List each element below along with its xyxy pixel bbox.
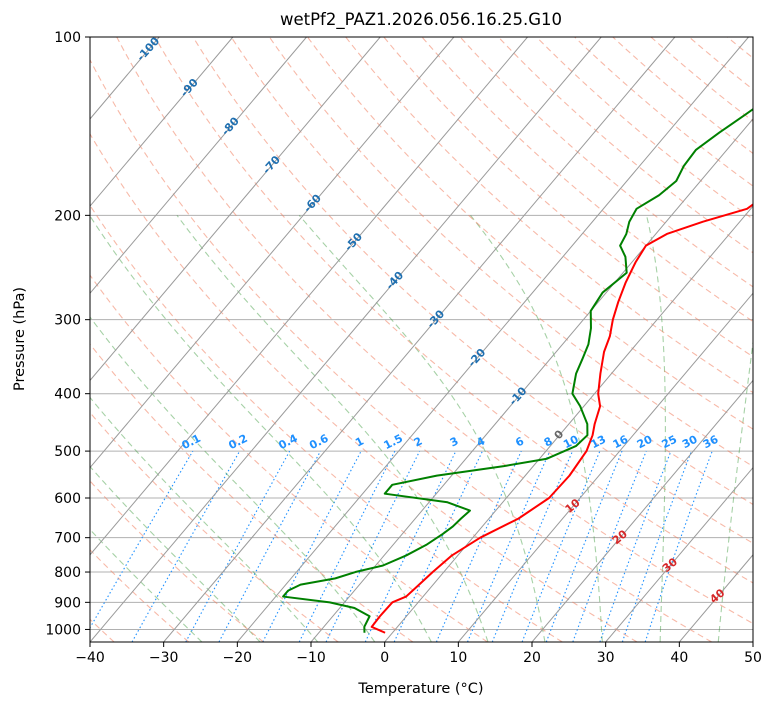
mixing-ratio-label: 25: [660, 433, 680, 452]
moist-adiabat: [717, 337, 753, 642]
plot-area: [90, 37, 753, 642]
skewed-isotherm: [236, 37, 749, 642]
dry-adiabats: [90, 37, 753, 642]
mixing-ratio-label: 20: [635, 433, 655, 452]
dry-adiabat: [268, 37, 753, 468]
mixing-ratio-label: 36: [701, 433, 721, 452]
x-axis-title: Temperature (°C): [357, 681, 483, 697]
dry-adiabat: [116, 37, 753, 625]
x-tick-label: 10: [449, 650, 467, 666]
dry-adiabat: [230, 37, 753, 506]
moist-adiabat: [646, 215, 666, 642]
mixing-ratio-label: 13: [589, 433, 609, 452]
dry-adiabat: [307, 37, 753, 430]
mixing-ratio-line: [218, 450, 321, 642]
mixing-ratio-line: [185, 450, 291, 642]
dry-adiabat: [90, 274, 488, 642]
y-tick-label: 800: [54, 565, 81, 581]
moist-adiabat: [470, 214, 603, 642]
dry-adiabat: [459, 37, 753, 288]
x-tick-label: 50: [744, 650, 762, 666]
y-axis-title: Pressure (hPa): [12, 287, 28, 391]
moist-adiabat: [90, 396, 319, 642]
mixing-ratio-line: [545, 450, 623, 642]
mixing-ratio-line: [325, 450, 421, 642]
y-tick-label: 200: [54, 208, 81, 224]
skewed-isotherm: [90, 37, 602, 642]
skewed-isotherm: [90, 37, 528, 556]
dry-adiabat: [90, 58, 712, 642]
y-tick-label: 400: [54, 387, 81, 403]
x-tick-label: 30: [597, 650, 615, 666]
y-axis-ticks: 100 200 300 400 500 600 700 800 900 1000: [45, 30, 90, 638]
skewed-isotherm: [384, 205, 753, 642]
y-tick-label: 900: [54, 595, 81, 611]
mixing-ratio-label: 10: [561, 433, 581, 452]
temperature-line: [370, 203, 753, 634]
y-tick-label: 700: [54, 531, 81, 547]
mixing-ratio-label: 16: [611, 433, 631, 452]
skewed-isotherm: [90, 37, 381, 382]
skewed-isotherm: [90, 37, 455, 469]
x-tick-label: 40: [670, 650, 688, 666]
moist-adiabat: [90, 215, 432, 642]
y-tick-label: 600: [54, 491, 81, 507]
skewed-isotherm: [90, 37, 234, 207]
mixing-ratio-line: [298, 450, 396, 642]
chart-title: wetPf2_PAZ1.2026.056.16.25.G10: [280, 10, 562, 30]
skewed-isotherm: [605, 466, 753, 642]
y-tick-label: 1000: [45, 622, 81, 638]
moist-adiabat: [90, 316, 376, 642]
skewed-isotherm: [457, 292, 753, 642]
skewed-isotherm: [531, 379, 753, 642]
dry-adiabat: [90, 204, 563, 642]
skewed-isotherms: [90, 37, 753, 642]
mixing-ratio-line: [621, 450, 692, 642]
y-tick-label: 100: [54, 30, 81, 46]
skewed-isotherm: [90, 37, 307, 295]
moist-adiabat: [176, 215, 489, 642]
dry-adiabat: [90, 549, 190, 642]
mixing-ratio-line: [521, 450, 601, 642]
skewed-isotherm: [310, 118, 753, 642]
moist-adiabats: [90, 214, 753, 642]
sounding-series: [282, 107, 753, 634]
dry-adiabat: [90, 132, 638, 642]
x-tick-label: −10: [296, 650, 326, 666]
x-tick-label: −20: [223, 650, 253, 666]
mixing-ratio-line: [599, 450, 672, 642]
mixing-ratio-line: [644, 450, 713, 642]
x-tick-label: −30: [149, 650, 179, 666]
x-tick-label: −40: [75, 650, 105, 666]
x-axis-ticks: −40 −30 −20 −10 0 10 20 30 40 50: [75, 642, 762, 666]
y-tick-label: 300: [54, 313, 81, 329]
dry-adiabat: [154, 37, 753, 584]
mixing-ratio-line: [467, 450, 551, 642]
dry-adiabat: [90, 343, 414, 642]
y-tick-label: 500: [54, 444, 81, 460]
mixing-ratio-label: 30: [680, 433, 700, 452]
dry-adiabat: [90, 480, 264, 642]
x-tick-label: 0: [380, 650, 389, 666]
moist-adiabat: [90, 465, 261, 642]
skewed-isotherm: [163, 37, 676, 642]
plot-frame: [89, 36, 754, 643]
mixing-ratio-line: [572, 450, 647, 642]
mixing-ratio-line: [435, 450, 522, 642]
dewpoint-line: [282, 107, 753, 633]
x-tick-label: 20: [523, 650, 541, 666]
